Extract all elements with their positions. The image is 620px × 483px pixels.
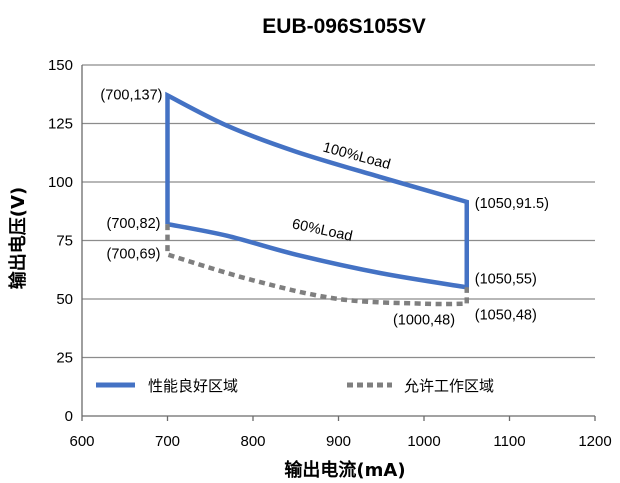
legend-label: 性能良好区域 xyxy=(148,377,238,395)
annotation-label: (1050,48) xyxy=(475,308,537,324)
legend-label: 允许工作区域 xyxy=(404,377,494,395)
x-tick-label: 800 xyxy=(240,433,265,450)
y-tick-label: 125 xyxy=(48,116,73,133)
annotation-label: (1050,55) xyxy=(475,271,537,287)
legend: 性能良好区域 允许工作区域 xyxy=(96,377,494,395)
chart-title: EUB-096S105SV xyxy=(262,15,425,38)
annotation-label: (1050,91.5) xyxy=(475,196,549,212)
annotation-label: (1000,48) xyxy=(393,313,455,329)
y-tick-label: 100 xyxy=(48,174,73,191)
annotation-label: (700,137) xyxy=(100,87,162,103)
x-tick-label: 1100 xyxy=(493,433,525,450)
series xyxy=(165,91,469,307)
axes: 0 25 50 75 100 125 150 600 700 800 900 1000 1100 1200 xyxy=(48,57,612,450)
y-tick-label: 50 xyxy=(56,291,73,308)
y-tick-label: 75 xyxy=(56,233,73,250)
x-tick-label: 1000 xyxy=(407,433,440,450)
series-line-allowed-region xyxy=(165,224,469,307)
series-line-good-region xyxy=(165,91,469,290)
annotation-label: (700,82) xyxy=(106,216,160,232)
y-tick-label: 150 xyxy=(48,57,73,74)
y-tick-label: 25 xyxy=(56,350,73,367)
x-tick-label: 700 xyxy=(155,433,180,450)
x-tick-label: 900 xyxy=(326,433,351,450)
y-tick-label: 0 xyxy=(65,408,73,425)
y-axis-title: 输出电压(V) xyxy=(7,187,29,289)
x-tick-label: 1200 xyxy=(578,433,611,450)
x-tick-label: 600 xyxy=(69,433,94,450)
annotations: (700,137) (700,82) (700,69) (1050,91.5) (105… xyxy=(100,87,549,328)
annotation-label: (700,69) xyxy=(106,247,160,263)
x-axis-title: 输出电流(mA) xyxy=(284,459,405,481)
